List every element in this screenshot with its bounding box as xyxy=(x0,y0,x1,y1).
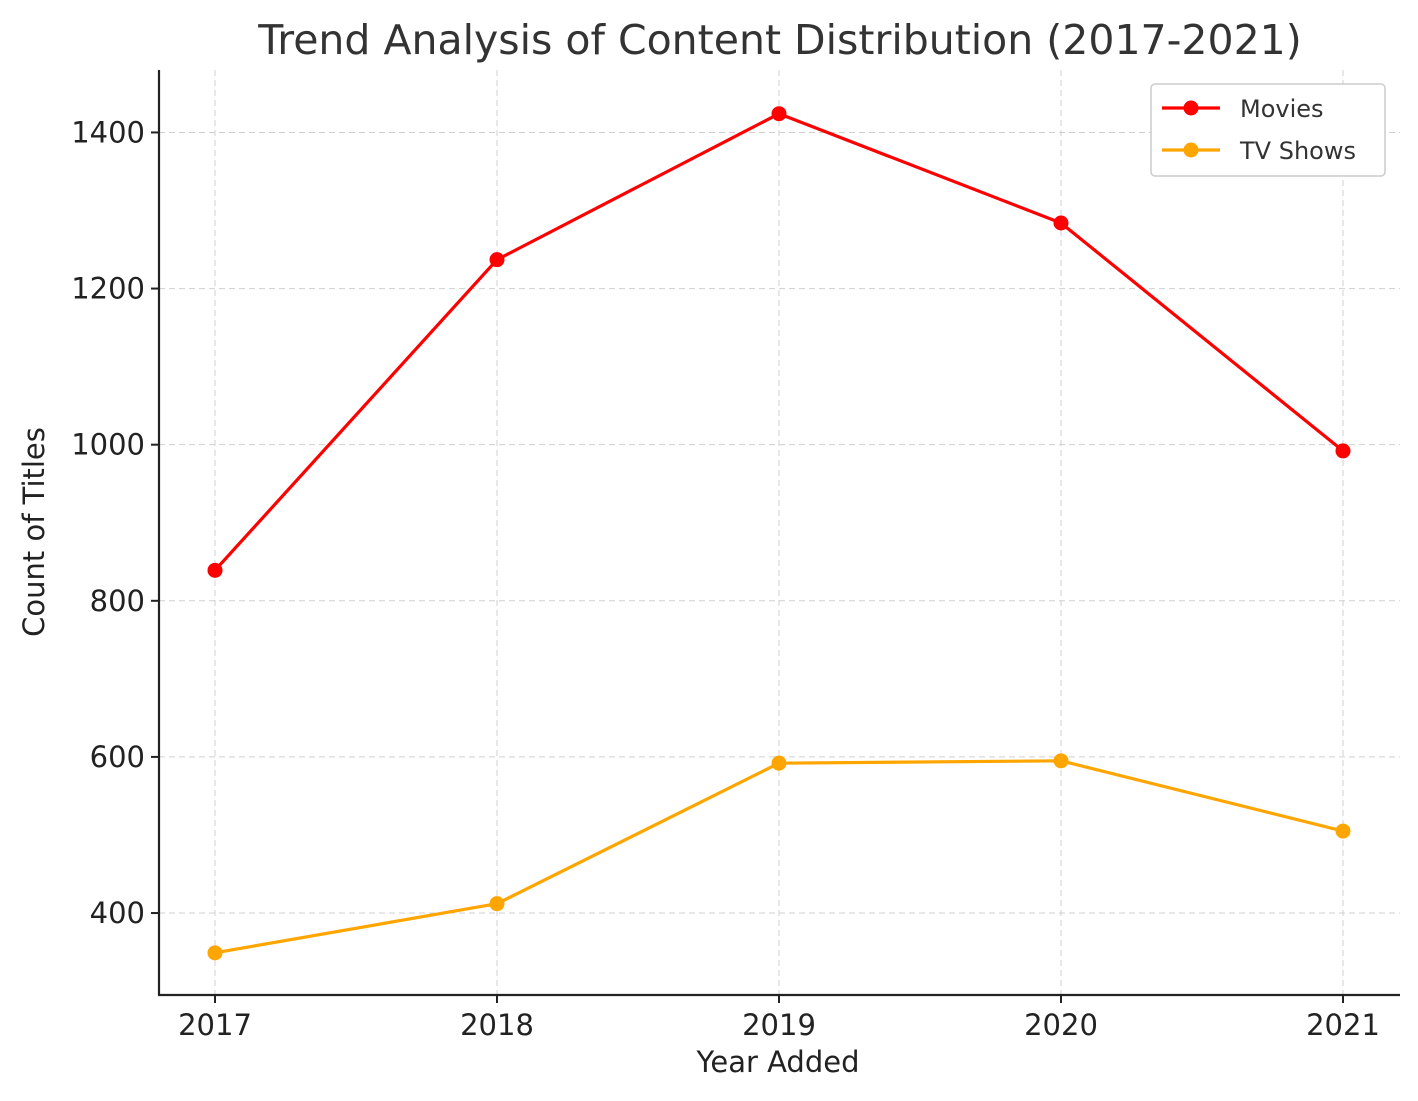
data-point-movies xyxy=(1335,443,1351,459)
x-tick-label: 2021 xyxy=(1306,1008,1380,1042)
y-axis-label: Count of Titles xyxy=(17,427,51,637)
data-point-movies xyxy=(489,252,505,268)
y-tick-label: 600 xyxy=(90,740,145,774)
x-tick-label: 2017 xyxy=(178,1008,252,1042)
x-axis-label: Year Added xyxy=(695,1045,859,1079)
series-group xyxy=(207,106,1351,961)
y-tick-label: 1000 xyxy=(71,428,145,462)
data-point-movies xyxy=(771,106,787,122)
x-tick-label: 2018 xyxy=(460,1008,534,1042)
y-tick-label: 1200 xyxy=(71,272,145,306)
x-tick-label: 2020 xyxy=(1024,1008,1098,1042)
y-tick-label: 400 xyxy=(90,896,145,930)
data-point-tv-shows xyxy=(207,945,223,961)
data-point-movies xyxy=(207,562,223,578)
y-axis-ticks: 400 600 800 1000 1200 1400 xyxy=(71,115,159,930)
y-tick-label: 800 xyxy=(90,584,145,618)
legend-marker-movies xyxy=(1183,100,1199,116)
chart-title: Trend Analysis of Content Distribution (… xyxy=(257,16,1302,64)
data-point-tv-shows xyxy=(489,896,505,912)
legend-label-tv-shows: TV Shows xyxy=(1239,137,1356,165)
legend-marker-tv-shows xyxy=(1183,142,1199,158)
legend-label-movies: Movies xyxy=(1240,95,1324,123)
grid-lines xyxy=(159,70,1400,995)
data-point-tv-shows xyxy=(1335,823,1351,839)
y-tick-label: 1400 xyxy=(71,115,145,149)
x-axis-ticks: 2017 2018 2019 2020 2021 xyxy=(178,995,1380,1042)
data-point-tv-shows xyxy=(771,755,787,771)
legend: Movies TV Shows xyxy=(1150,83,1386,177)
x-tick-label: 2019 xyxy=(742,1008,816,1042)
data-point-movies xyxy=(1053,215,1069,231)
data-point-tv-shows xyxy=(1053,753,1069,769)
